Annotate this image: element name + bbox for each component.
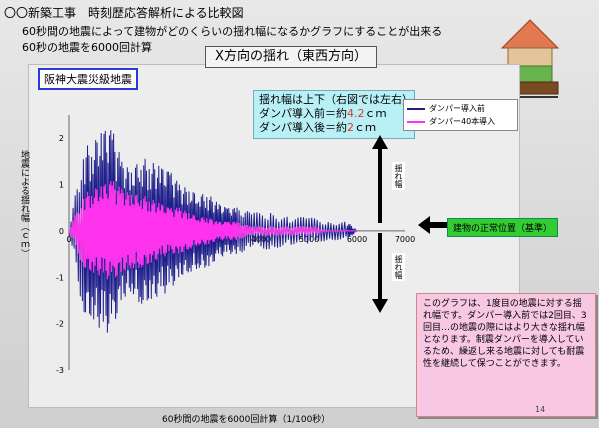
- arrow-up-down-icon: [372, 135, 388, 313]
- legend-item-after: ダンパー40本導入: [407, 116, 495, 127]
- page-title: 〇〇新築工事 時刻歴応答解析による比較図: [4, 6, 244, 20]
- subtitle-1: 60秒間の地震によって建物がどのくらいの揺れ幅になるかグラフにすることが出来る: [22, 25, 443, 38]
- y-tick-label: -1: [56, 273, 64, 282]
- x-axis-label: 60秒間の地震を6000回計算（1/100秒）: [162, 415, 331, 425]
- y-tick-label: 2: [59, 134, 64, 143]
- neutral-position-label: 建物の正常位置（基準）: [447, 218, 559, 237]
- arrow-left-icon: [418, 216, 448, 234]
- page-number: 14: [535, 405, 546, 414]
- y-tick-label: -3: [56, 366, 64, 375]
- chart-title: X方向の揺れ（東西方向）: [205, 46, 377, 68]
- note-line-2-value: 4.2: [347, 107, 365, 120]
- series-after-line: [68, 181, 357, 280]
- chart-legend: ダンパー導入前 ダンパー40本導入: [403, 99, 518, 131]
- event-label: 阪神大震災級地震: [38, 68, 138, 90]
- x-tick-label: 7000: [395, 235, 415, 244]
- series-before-line: [68, 130, 358, 333]
- note-line-3-pre: ダンパ導入後＝約: [259, 121, 347, 134]
- note-line-3-value: 2: [347, 121, 354, 134]
- x-tick-label: 5000: [299, 235, 319, 244]
- sway-label-upper: 揺れ幅: [392, 162, 405, 190]
- note-line-1: 揺れ幅は上下（右図では左右）: [259, 93, 413, 106]
- legend-item-before: ダンパー導入前: [407, 103, 485, 114]
- y-axis-label: 地震による揺れ幅（ｃｍ）: [19, 150, 29, 258]
- subtitle-2: 60秒の地震を6000回計算: [22, 41, 152, 54]
- x-tick-label: 0: [66, 235, 71, 244]
- note-line-2-unit: ｃｍ: [364, 107, 387, 120]
- amplitude-note: 揺れ幅は上下（右図では左右） ダンパ導入前＝約4.2ｃｍ ダンパ導入後＝約2ｃｍ: [253, 90, 415, 139]
- legend-swatch-before: [407, 107, 425, 110]
- note-line-2-pre: ダンパ導入前＝約: [259, 107, 347, 120]
- legend-swatch-after: [407, 120, 425, 123]
- note-line-3: ダンパ導入後＝約2ｃｍ: [259, 121, 409, 135]
- legend-label-after: ダンパー40本導入: [429, 117, 496, 126]
- sway-label-lower: 揺れ幅: [392, 253, 405, 281]
- note-line-2: ダンパ導入前＝約4.2ｃｍ: [259, 107, 409, 121]
- legend-label-before: ダンパー導入前: [429, 104, 485, 113]
- x-tick-label: 6000: [347, 235, 367, 244]
- note-line-3-unit: ｃｍ: [354, 121, 376, 134]
- y-tick-label: -2: [56, 320, 64, 329]
- explanation-box: このグラフは、1度目の地震に対する揺れ幅です。ダンパー導入前では2回目、3回目……: [416, 293, 596, 417]
- y-tick-label: 1: [59, 181, 64, 190]
- y-tick-label: 0: [59, 227, 64, 236]
